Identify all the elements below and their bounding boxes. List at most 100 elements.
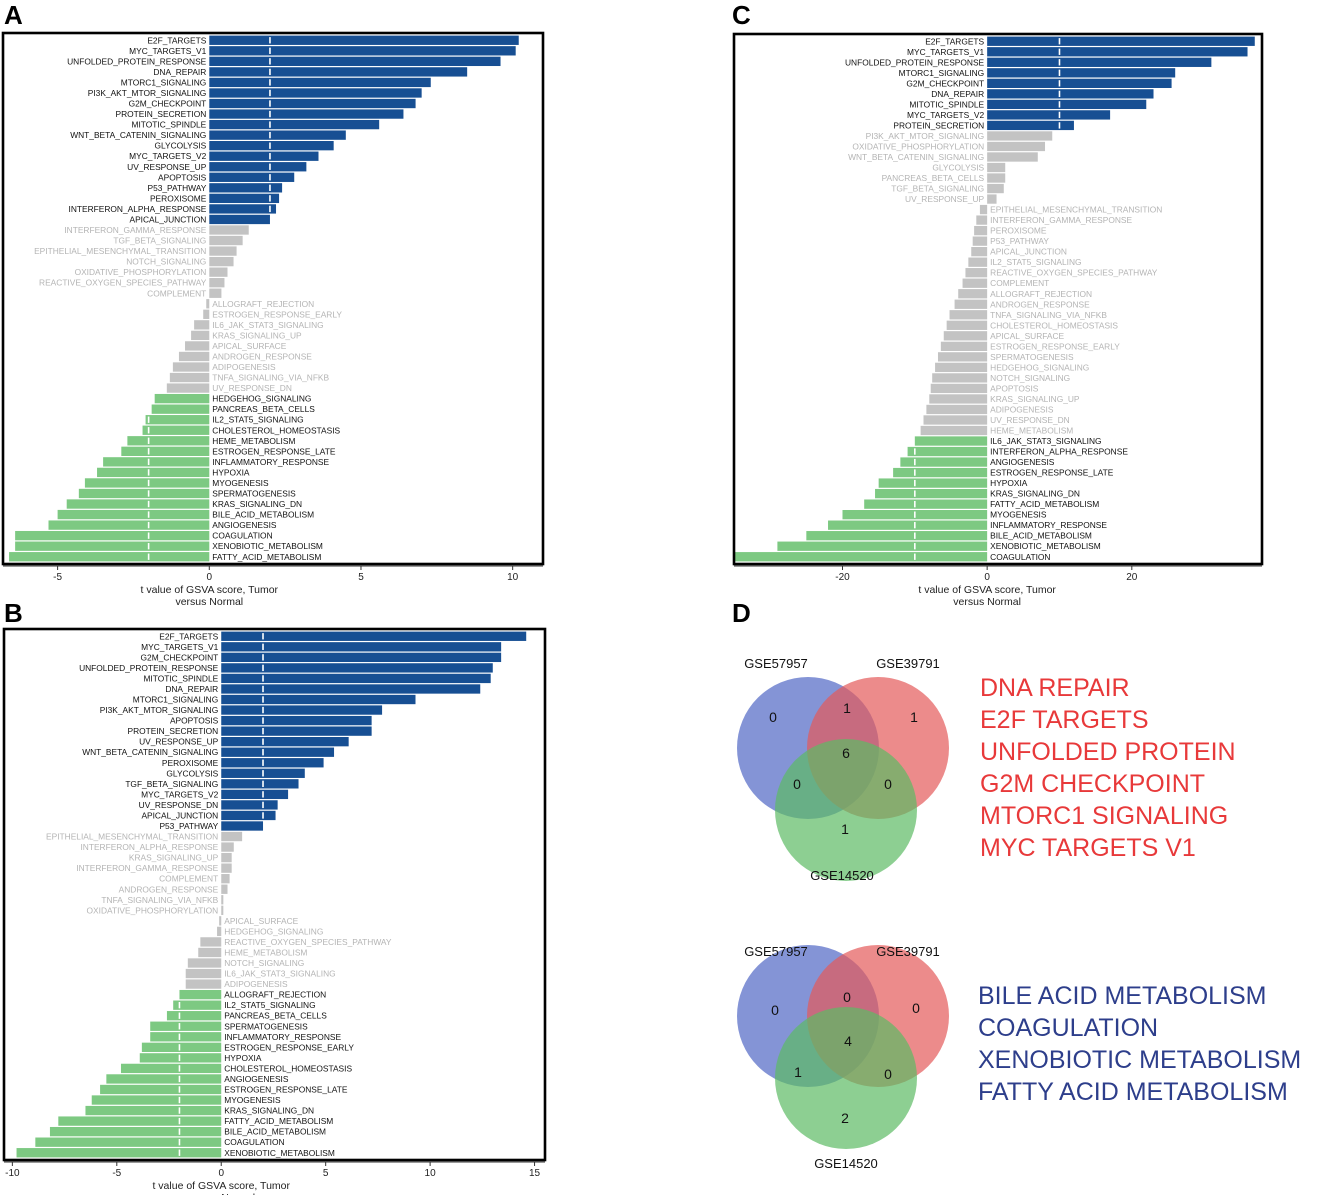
bar-c	[923, 415, 988, 425]
bar-c	[987, 68, 1176, 78]
bar-a	[9, 552, 210, 562]
pathway-label: OXIDATIVE_PHOSPHORYLATION	[852, 141, 984, 151]
shared-pathway-item: MYC TARGETS V1	[980, 834, 1196, 862]
bar-b	[187, 958, 222, 968]
pathway-label: PANCREAS_BETA_CELLS	[224, 1011, 327, 1021]
shared-up-pathways: DNA REPAIR E2F TARGETS UNFOLDED PROTEIN G2M…	[980, 672, 1236, 864]
pathway-label: INFLAMMATORY_RESPONSE	[224, 1032, 341, 1042]
shared-pathway-item: FATTY ACID METABOLISM	[978, 1078, 1288, 1106]
bar-a	[57, 509, 210, 520]
pathway-label: INFLAMMATORY_RESPONSE	[212, 457, 329, 467]
bar-a	[78, 488, 210, 499]
x-tick-label: 5	[323, 1168, 329, 1179]
pathway-label: XENOBIOTIC_METABOLISM	[990, 541, 1101, 551]
chart-c: E2F_TARGETSMYC_TARGETS_V1UNFOLDED_PROTEI…	[732, 32, 1264, 608]
pathway-label: SPERMATOGENESIS	[224, 1021, 308, 1031]
venn-count-c-only: 2	[841, 1110, 849, 1126]
x-tick-label: 20	[1126, 572, 1138, 583]
chart-a: E2F_TARGETSMYC_TARGETS_V1UNFOLDED_PROTEI…	[1, 31, 545, 608]
pathway-label: FATTY_ACID_METABOLISM	[212, 552, 321, 562]
venn-set-label: GSE57957	[744, 656, 808, 671]
bar-a	[121, 446, 210, 456]
bar-b	[219, 916, 222, 926]
x-tick-label: -20	[835, 572, 850, 583]
bar-b	[166, 1011, 222, 1021]
bar-c	[914, 436, 988, 446]
pathway-label: CHOLESTEROL_HOMEOSTASIS	[224, 1063, 352, 1073]
plot-frame	[732, 32, 1264, 566]
bar-b	[185, 979, 222, 989]
venn-count-abc: 4	[844, 1033, 852, 1049]
pathway-label: APICAL_JUNCTION	[129, 214, 206, 224]
pathway-label: G2M_CHECKPOINT	[141, 652, 219, 662]
pathway-label: G2M_CHECKPOINT	[906, 78, 984, 88]
pathway-label: WNT_BETA_CATENIN_SIGNALING	[82, 747, 218, 757]
bar-b	[100, 1084, 222, 1095]
panel-label-c: C	[732, 0, 751, 30]
shared-pathway-item: UNFOLDED PROTEIN	[980, 738, 1236, 766]
bar-b	[217, 926, 222, 937]
bar-a	[194, 320, 210, 330]
bar-c	[932, 373, 988, 383]
bar-a	[209, 246, 237, 256]
pathway-label: PEROXISOME	[990, 226, 1047, 236]
pathway-label: BILE_ACID_METABOLISM	[224, 1127, 326, 1137]
pathway-label: UNFOLDED_PROTEIN_RESPONSE	[845, 57, 985, 67]
bar-b	[35, 1137, 222, 1147]
pathway-label: SPERMATOGENESIS	[212, 489, 296, 499]
bar-b	[85, 1105, 222, 1116]
pathway-label: MYC_TARGETS_V1	[129, 46, 206, 56]
pathway-label: ANDROGEN_RESPONSE	[119, 884, 219, 894]
bar-c	[971, 247, 988, 257]
pathway-label: E2F_TARGETS	[147, 35, 206, 45]
pathway-label: UNFOLDED_PROTEIN_RESPONSE	[67, 56, 207, 66]
pathway-label: OXIDATIVE_PHOSPHORYLATION	[75, 267, 207, 277]
pathway-label: HEDGEHOG_SIGNALING	[224, 926, 323, 936]
bar-a	[145, 415, 210, 425]
bar-a	[209, 46, 516, 56]
pathway-label: CHOLESTEROL_HOMEOSTASIS	[990, 320, 1118, 330]
bar-c	[940, 341, 988, 351]
pathway-label: INTERFERON_GAMMA_RESPONSE	[64, 225, 206, 235]
pathway-label: HEME_METABOLISM	[224, 947, 307, 957]
bar-c	[987, 99, 1147, 110]
bar-a	[209, 119, 380, 130]
bar-c	[954, 299, 988, 309]
bar-b	[221, 905, 224, 915]
venn-set-label: GSE14520	[814, 1156, 878, 1171]
bar-a	[178, 351, 210, 362]
shared-pathway-item: E2F TARGETS	[980, 706, 1149, 734]
pathway-label: TNFA_SIGNALING_VIA_NFKB	[212, 373, 329, 383]
bar-a	[191, 330, 210, 341]
pathway-label: NOTCH_SIGNALING	[990, 373, 1070, 383]
pathway-label: PEROXISOME	[162, 758, 219, 768]
pathway-label: REACTIVE_OXYGEN_SPECIES_PATHWAY	[990, 268, 1158, 278]
bar-a	[142, 425, 210, 435]
bar-a	[209, 235, 243, 246]
bar-c	[926, 404, 988, 415]
bar-a	[97, 467, 210, 478]
pathway-label: NOTCH_SIGNALING	[126, 257, 206, 267]
bar-c	[893, 467, 988, 478]
bar-a	[15, 530, 210, 541]
bar-c	[974, 225, 988, 236]
bar-a	[48, 520, 210, 530]
bar-c	[864, 499, 988, 509]
bar-a	[209, 35, 519, 45]
x-axis-title-line: versus Normal	[175, 596, 243, 608]
pathway-label: ADIPOGENESIS	[212, 362, 276, 372]
bar-a	[209, 88, 422, 98]
pathway-label: MTORC1_SIGNALING	[133, 695, 218, 705]
pathway-label: PROTEIN_SECRETION	[116, 109, 207, 119]
bar-a	[172, 362, 210, 372]
bar-a	[103, 457, 210, 467]
pathway-label: ANGIOGENESIS	[224, 1074, 289, 1084]
bar-c	[949, 310, 988, 320]
bar-b	[173, 1000, 222, 1010]
bar-a	[127, 436, 210, 446]
pathway-label: DNA_REPAIR	[153, 67, 206, 77]
bar-c	[907, 446, 988, 457]
